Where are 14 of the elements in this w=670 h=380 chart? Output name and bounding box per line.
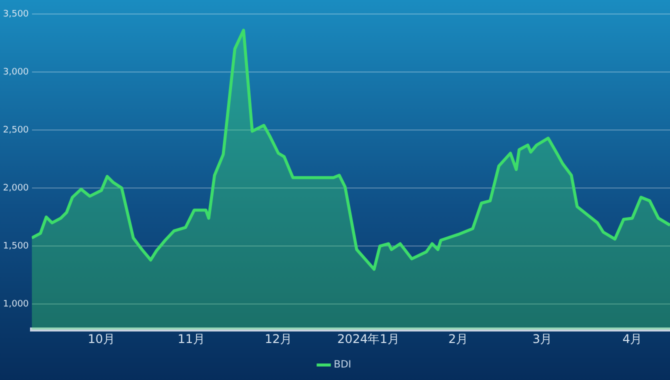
x-tick-label: 4月 bbox=[622, 332, 642, 346]
x-tick-label: 3月 bbox=[532, 332, 552, 346]
legend-label: BDI bbox=[334, 360, 352, 371]
y-tick-label: 2,500 bbox=[3, 125, 30, 136]
y-tick-label: 3,500 bbox=[3, 9, 30, 20]
y-tick-label: 1,000 bbox=[3, 299, 30, 310]
x-tick-label: 11月 bbox=[178, 332, 205, 346]
y-tick-label: 3,000 bbox=[3, 67, 30, 78]
y-tick-label: 2,000 bbox=[3, 183, 30, 194]
x-tick-label: 10月 bbox=[88, 332, 116, 346]
x-tick-label: 2月 bbox=[448, 332, 468, 346]
x-tick-label: 12月 bbox=[264, 332, 292, 346]
x-tick-label: 2024年1月 bbox=[337, 332, 400, 346]
y-tick-label: 1,500 bbox=[3, 241, 30, 252]
